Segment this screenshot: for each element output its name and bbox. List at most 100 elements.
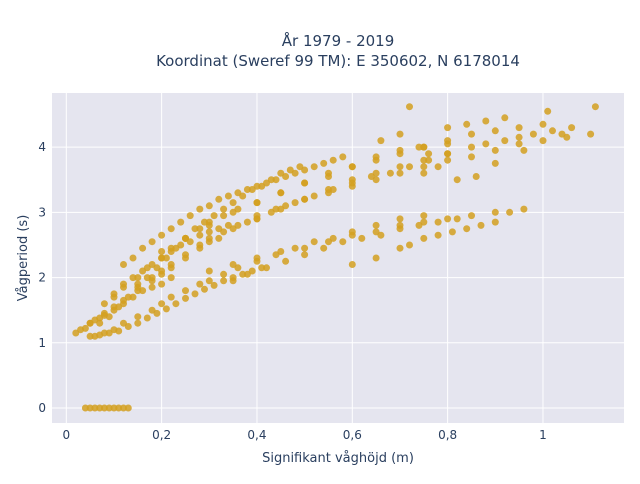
scatter-point [263, 264, 270, 272]
scatter-point [406, 163, 413, 171]
scatter-point [143, 314, 151, 322]
scatter-point [468, 143, 475, 151]
scatter-point [277, 205, 285, 213]
scatter-point [491, 146, 499, 154]
scatter-point [568, 124, 576, 132]
scatter-point [325, 169, 332, 177]
scatter-point [348, 176, 356, 184]
scatter-point [158, 300, 166, 308]
scatter-point [81, 324, 89, 332]
chart-title-line-1: År 1979 - 2019 [282, 31, 395, 50]
scatter-point [167, 225, 175, 233]
scatter-point [215, 195, 223, 203]
scatter-point [539, 120, 547, 128]
scatter-point [377, 137, 385, 145]
scatter-point [420, 143, 428, 151]
scatter-point [220, 205, 228, 213]
scatter-point [558, 130, 566, 138]
scatter-point [172, 300, 180, 308]
scatter-point [258, 182, 266, 190]
scatter-point [482, 117, 490, 125]
scatter-point [396, 244, 404, 252]
x-tick-label: 1 [539, 428, 547, 442]
scatter-point [86, 332, 94, 340]
scatter-point [153, 309, 161, 317]
scatter-point [463, 225, 471, 233]
scatter-point [529, 130, 537, 138]
scatter-point [372, 254, 380, 262]
scatter-point [91, 404, 99, 412]
scatter-point [124, 293, 132, 301]
scatter-point [501, 114, 509, 122]
scatter-point [544, 107, 552, 115]
scatter-point [110, 290, 118, 298]
scatter-point [120, 261, 127, 268]
scatter-point [348, 261, 356, 268]
scatter-point [243, 218, 251, 226]
scatter-point [167, 293, 175, 301]
scatter-point [205, 234, 213, 242]
scatter-point [124, 404, 132, 412]
scatter-point [182, 251, 189, 259]
scatter-point [196, 225, 204, 233]
scatter-point [434, 231, 442, 239]
scatter-point [153, 264, 161, 272]
scatter-point [282, 257, 290, 265]
scatter-point [267, 176, 275, 184]
scatter-point [96, 319, 104, 327]
scatter-point [134, 319, 142, 327]
scatter-point [105, 404, 113, 412]
scatter-point [491, 208, 499, 216]
scatter-point [196, 231, 204, 239]
scatter-point [220, 212, 228, 220]
scatter-point [515, 140, 523, 148]
scatter-point [224, 192, 232, 200]
scatter-point [210, 281, 218, 289]
scatter-point [158, 231, 166, 239]
scatter-point [348, 231, 356, 239]
scatter-point [243, 270, 251, 278]
scatter-point [396, 146, 404, 154]
scatter-point [325, 186, 332, 193]
scatter-point [463, 120, 471, 128]
scatter-point [491, 127, 499, 135]
plot-area [52, 93, 624, 423]
scatter-point [124, 323, 132, 330]
y-tick-label: 3 [38, 205, 46, 219]
scatter-point [348, 163, 356, 171]
scatter-point [105, 329, 113, 337]
scatter-point [482, 140, 490, 148]
scatter-point [415, 143, 423, 151]
scatter-point [301, 195, 309, 203]
scatter-point [134, 313, 142, 321]
scatter-point [591, 103, 599, 111]
scatter-point [115, 303, 123, 311]
scatter-point [539, 137, 547, 145]
scatter-point [434, 163, 442, 171]
scatter-point [291, 199, 299, 207]
scatter-point [301, 244, 309, 252]
scatter-point [158, 248, 166, 255]
scatter-point [277, 248, 285, 255]
scatter-point [310, 238, 318, 246]
scatter-point [272, 205, 280, 213]
scatter-point [396, 215, 404, 223]
scatter-point [167, 261, 175, 268]
scatter-point [229, 208, 237, 216]
scatter-point [205, 267, 213, 275]
scatter-point [158, 280, 166, 288]
scatter-point [339, 153, 347, 161]
scatter-point [320, 244, 328, 252]
scatter-point [229, 261, 237, 268]
scatter-point [377, 231, 385, 239]
scatter-point [196, 241, 204, 249]
scatter-point [229, 199, 237, 207]
scatter-point [372, 153, 380, 161]
scatter-point [310, 192, 318, 200]
scatter-point [148, 238, 156, 246]
scatter-point [515, 133, 523, 141]
scatter-point [186, 212, 194, 220]
scatter-point [491, 159, 499, 167]
